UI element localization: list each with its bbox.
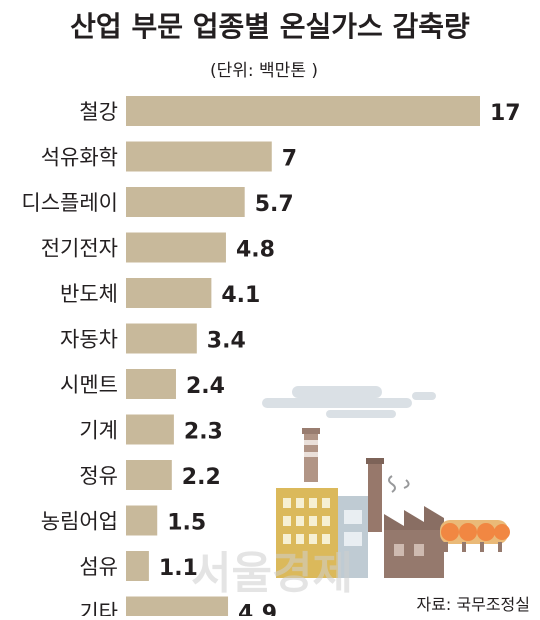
value-label: 4.9 [238,602,277,617]
bar-6 [126,323,197,354]
value-label: 4.1 [221,283,260,308]
bar-12 [126,596,229,620]
value-label: 2.3 [184,420,223,445]
bar-7 [126,369,176,399]
cloud-icon [262,386,436,418]
factory-illustration [262,386,510,578]
value-label: 17 [490,101,521,126]
category-label: 석유화학 [41,146,118,170]
category-label: 기계 [79,419,118,443]
bar-10 [126,505,158,536]
factory-roof-icon [384,506,444,578]
factory-building-icon [276,488,368,578]
storage-tank-icon [440,520,510,552]
category-label: 자동차 [60,328,118,352]
value-label: 1.1 [159,556,198,581]
smoke-icon [388,475,410,493]
category-label: 기타 [79,601,118,617]
category-label: 전기전자 [41,237,118,261]
value-label: 1.5 [167,511,206,536]
value-label: 2.4 [186,374,225,399]
value-label: 4.8 [236,238,275,263]
watermark-text: 서울경제 [191,548,353,599]
bar-1 [126,96,480,126]
category-label: 철강 [79,100,118,124]
category-label: 섬유 [79,555,118,579]
category-label: 정유 [79,464,118,488]
bar-3 [126,187,245,217]
category-label: 디스플레이 [21,191,118,215]
value-label: 2.2 [182,465,221,490]
category-label: 반도체 [60,282,118,306]
bar-2 [126,141,272,172]
value-label: 5.7 [255,192,294,217]
bar-4 [126,232,226,263]
bar-5 [126,278,212,308]
source-note: 자료: 국무조정실 [416,595,530,614]
bar-11 [126,551,149,581]
chart-title: 산업 부문 업종별 온실가스 감축량 [70,10,470,43]
value-label: 3.4 [207,329,246,354]
bar-9 [126,460,172,490]
category-label: 농림어업 [41,510,118,534]
plot-area [126,96,480,620]
category-label: 시멘트 [60,373,118,397]
value-label: 7 [282,147,297,172]
smokestack-icon [302,428,384,532]
bar-8 [126,414,174,445]
unit-note: (단위: 백만톤 ) [210,61,318,81]
chart-text-layer: 산업 부문 업종별 온실가스 감축량 (단위: 백만톤 ) 철강 17 석유화학 7 디스플… [21,10,530,620]
